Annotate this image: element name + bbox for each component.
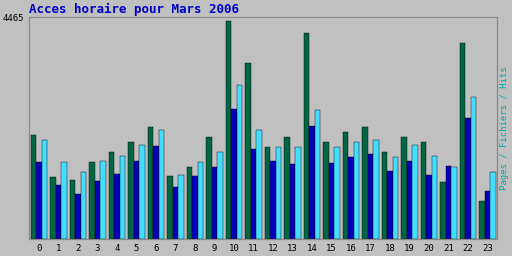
Y-axis label: Pages / Fichiers / Hits: Pages / Fichiers / Hits — [500, 66, 509, 190]
Bar — [148, 127, 153, 239]
Bar — [61, 162, 67, 239]
Bar — [485, 190, 490, 239]
Bar — [178, 175, 184, 239]
Bar — [440, 182, 446, 239]
Bar — [426, 175, 432, 239]
Bar — [56, 185, 61, 239]
Bar — [129, 142, 134, 239]
Bar — [50, 177, 56, 239]
Text: Acces horaire pour Mars 2006: Acces horaire pour Mars 2006 — [29, 3, 239, 16]
Bar — [412, 145, 418, 239]
Bar — [284, 137, 290, 239]
Bar — [343, 132, 348, 239]
Bar — [109, 152, 114, 239]
Bar — [265, 147, 270, 239]
Bar — [407, 161, 412, 239]
Bar — [231, 109, 237, 239]
Bar — [173, 187, 178, 239]
Bar — [36, 162, 41, 239]
Bar — [276, 147, 281, 239]
Bar — [348, 157, 354, 239]
Bar — [193, 176, 198, 239]
Bar — [382, 152, 388, 239]
Bar — [362, 127, 368, 239]
Bar — [295, 147, 301, 239]
Bar — [452, 167, 457, 239]
Bar — [95, 181, 100, 239]
Bar — [167, 176, 173, 239]
Bar — [217, 152, 223, 239]
Bar — [70, 180, 75, 239]
Bar — [471, 98, 476, 239]
Bar — [120, 156, 125, 239]
Bar — [139, 145, 145, 239]
Bar — [237, 85, 242, 239]
Bar — [304, 33, 309, 239]
Bar — [159, 130, 164, 239]
Bar — [315, 110, 321, 239]
Bar — [31, 135, 36, 239]
Bar — [41, 140, 47, 239]
Bar — [153, 146, 159, 239]
Bar — [465, 118, 471, 239]
Bar — [81, 172, 86, 239]
Bar — [226, 21, 231, 239]
Bar — [198, 162, 203, 239]
Bar — [257, 130, 262, 239]
Bar — [187, 167, 193, 239]
Bar — [245, 62, 251, 239]
Bar — [212, 167, 217, 239]
Bar — [114, 174, 120, 239]
Bar — [270, 161, 276, 239]
Bar — [324, 142, 329, 239]
Bar — [206, 137, 212, 239]
Bar — [480, 200, 485, 239]
Bar — [401, 137, 407, 239]
Bar — [373, 140, 379, 239]
Bar — [329, 163, 334, 239]
Bar — [251, 149, 257, 239]
Bar — [388, 171, 393, 239]
Bar — [290, 164, 295, 239]
Bar — [421, 142, 426, 239]
Bar — [89, 162, 95, 239]
Bar — [460, 43, 465, 239]
Bar — [432, 156, 437, 239]
Bar — [309, 126, 315, 239]
Bar — [446, 166, 452, 239]
Bar — [368, 154, 373, 239]
Bar — [334, 147, 340, 239]
Bar — [100, 161, 105, 239]
Bar — [75, 194, 81, 239]
Bar — [134, 161, 139, 239]
Bar — [393, 157, 398, 239]
Bar — [490, 172, 496, 239]
Bar — [354, 142, 359, 239]
